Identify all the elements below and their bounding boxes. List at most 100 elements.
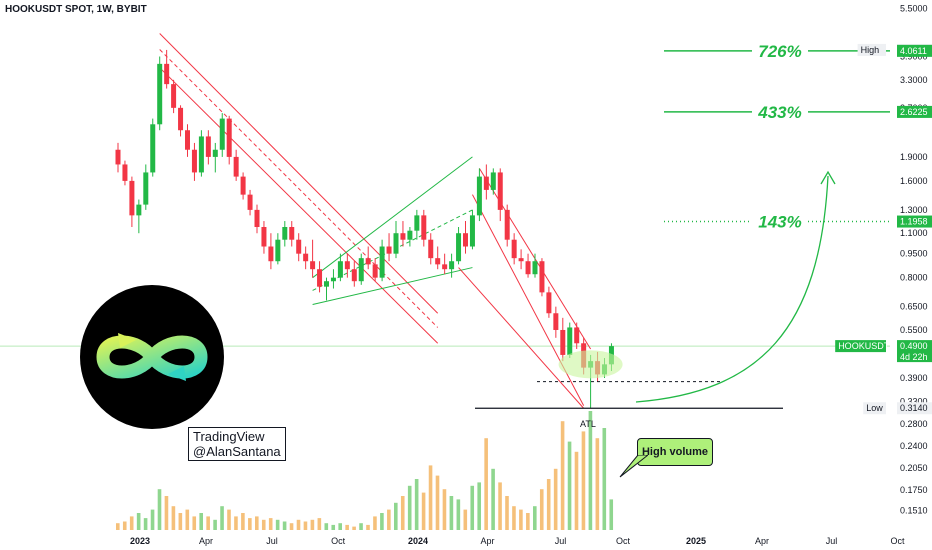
logo-hook-icon <box>168 366 186 381</box>
candle-body <box>518 258 524 262</box>
x-tick-label: Oct <box>331 536 346 546</box>
price-tag-label-bg <box>863 402 886 415</box>
volume-bar <box>171 506 176 530</box>
candle <box>115 142 121 173</box>
price-tag: 2.6225 <box>897 105 932 118</box>
candle-body <box>476 176 482 216</box>
candle-body <box>150 124 156 173</box>
volume-bar <box>136 513 141 530</box>
candle <box>226 115 232 165</box>
x-tick-label: 2025 <box>686 536 706 546</box>
y-tick-label: 1.1000 <box>900 228 928 238</box>
candle-body <box>198 136 204 173</box>
candle <box>330 269 336 289</box>
candle-body <box>115 149 121 165</box>
candle <box>310 239 316 278</box>
candle-body <box>233 156 239 177</box>
y-tick-label: 0.1510 <box>900 505 928 515</box>
x-tick-label: Oct <box>891 536 906 546</box>
volume-bar <box>477 482 481 530</box>
axis-bg <box>890 0 932 550</box>
target-label-bg <box>752 210 808 231</box>
trend-line <box>312 267 473 306</box>
candle-body <box>296 239 302 254</box>
price-tag-label: High <box>861 45 880 55</box>
candle <box>546 286 552 318</box>
candle-body <box>504 209 510 240</box>
trend-line <box>472 194 585 406</box>
price-tag-value-bg <box>897 215 932 228</box>
projection-curve <box>635 175 829 403</box>
x-tick-label: 2024 <box>408 536 428 546</box>
candle <box>574 322 580 349</box>
candle <box>324 277 329 301</box>
candle-body <box>143 172 149 205</box>
candle <box>469 209 475 250</box>
price-tag-label: HOOKUSDT <box>838 341 890 351</box>
candle <box>129 176 135 228</box>
time-axis: 2023 Apr Jul Oct 2024 Apr Jul Oct 2025 Apr Jul Oct <box>130 536 905 546</box>
projection-arrow <box>635 170 836 403</box>
candle-body <box>240 176 246 195</box>
volume-bars <box>116 411 614 530</box>
volume-bar <box>609 499 614 530</box>
volume-bar <box>324 523 329 530</box>
candle <box>539 258 545 297</box>
volume-bar <box>498 482 502 530</box>
level-lines: 726% 433% 143% <box>475 39 890 409</box>
candle <box>205 130 211 165</box>
volume-bar <box>143 518 148 530</box>
candle-body <box>303 253 309 262</box>
candle <box>442 253 448 275</box>
candle-body <box>497 172 503 210</box>
volume-bar <box>484 438 488 530</box>
candle-body <box>289 227 295 240</box>
volume-bar <box>282 521 287 530</box>
volume-bar <box>268 518 273 530</box>
candle <box>317 261 323 293</box>
price-tag-value-bg <box>897 105 932 118</box>
candle <box>483 164 489 200</box>
candle-body <box>525 261 531 275</box>
y-tick-label: 0.2800 <box>900 419 928 429</box>
volume-bar <box>234 516 238 530</box>
candle <box>365 246 371 270</box>
candle-body <box>511 239 517 259</box>
volume-bar <box>428 465 433 530</box>
volume-bar <box>456 499 461 530</box>
volume-bar <box>581 431 586 530</box>
candle <box>504 204 510 247</box>
volume-bar <box>491 468 495 530</box>
volume-bar <box>394 502 398 530</box>
candle <box>171 79 177 114</box>
candle-body <box>386 246 392 254</box>
volume-bar <box>352 526 356 530</box>
target-label-bg <box>752 39 808 60</box>
volume-bar <box>414 479 419 530</box>
price-tag-value: 1.1958 <box>900 217 928 227</box>
candle <box>233 149 239 181</box>
volume-bar <box>116 523 120 530</box>
candle-body <box>435 258 441 265</box>
candle <box>296 233 302 262</box>
price-tag-value: 0.4900 <box>900 341 928 351</box>
candle <box>212 142 218 173</box>
candle <box>164 49 170 89</box>
candle-body <box>379 246 385 278</box>
candle <box>303 246 309 270</box>
candle <box>240 172 246 200</box>
volume-bar <box>449 496 454 530</box>
candle-body <box>164 63 170 85</box>
trend-line <box>159 67 439 344</box>
trend-line <box>159 49 439 328</box>
y-tick-label: 0.2400 <box>900 441 928 451</box>
candle <box>435 246 441 270</box>
candle <box>191 142 197 181</box>
volume-bar <box>512 506 516 530</box>
candle-body <box>337 261 343 278</box>
candle-body <box>428 239 434 259</box>
candle-body <box>574 327 580 344</box>
candle <box>497 168 503 222</box>
